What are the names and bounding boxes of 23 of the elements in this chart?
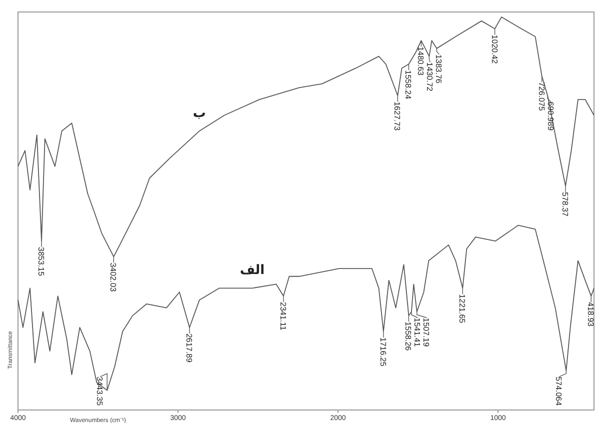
annotation: 1716.25 — [378, 337, 388, 367]
annotation: 1558.24 — [404, 70, 413, 100]
annotation: 1541.41 — [412, 318, 422, 348]
annotation: 726.075 — [536, 82, 546, 112]
annotation: 690.989 — [546, 102, 555, 132]
annotation: 3443.35 — [95, 376, 104, 406]
annotation: 2341.11 — [278, 302, 288, 331]
annotation: 418.93 — [586, 302, 596, 328]
annotation: 1430.72 — [425, 62, 434, 92]
series-label: ب — [192, 106, 206, 121]
annotation: 578.37 — [560, 192, 570, 218]
annotation: 574.064 — [554, 376, 564, 406]
annotation: 1383.76 — [434, 54, 444, 84]
annotation: 1627.73 — [392, 102, 402, 132]
annotation: 3402.03 — [108, 262, 118, 292]
annotation: 1020.42 — [490, 34, 499, 64]
annotation: 1221.65 — [458, 294, 467, 324]
annotation: 1480.63 — [416, 46, 426, 76]
annotation: 1507.19 — [422, 318, 431, 348]
annotation: 3853.15 — [36, 247, 46, 276]
series-label: الف — [240, 263, 265, 278]
annotation: 1558.26 — [404, 322, 413, 352]
annotation: 2617.89 — [184, 333, 194, 363]
